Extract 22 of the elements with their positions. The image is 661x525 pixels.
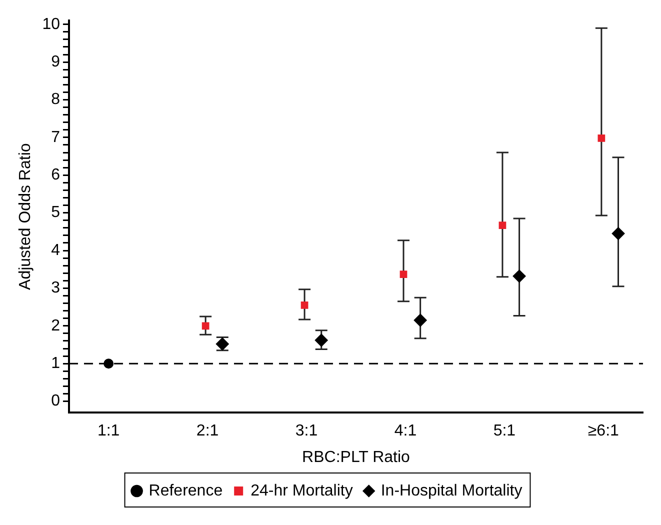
y-tick-label: 1 <box>51 355 60 372</box>
x-tick-label: 5:1 <box>493 422 516 440</box>
y-tick-label: 4 <box>51 242 60 259</box>
y-tick-label: 10 <box>42 16 60 33</box>
x-axis-title: RBC:PLT Ratio <box>302 448 410 466</box>
y-tick-label: 5 <box>51 204 60 222</box>
legend-label: In-Hospital Mortality <box>380 482 522 500</box>
legend-label: 24-hr Mortality <box>250 482 353 500</box>
y-tick-label: 7 <box>51 128 60 146</box>
x-tick-label: 2:1 <box>196 422 219 440</box>
x-tick-label: 1:1 <box>97 422 120 440</box>
y-tick-label: 3 <box>51 280 60 297</box>
y-axis-title: Adjusted Odds Ratio <box>17 143 34 290</box>
x-tick-label: ≥6:1 <box>588 422 620 440</box>
y-tick-label: 0 <box>51 392 60 410</box>
y-tick-label: 2 <box>51 317 60 334</box>
y-tick-label: 6 <box>51 166 60 184</box>
legend-label: Reference <box>148 482 223 500</box>
x-tick-label: 4:1 <box>394 422 417 440</box>
y-tick-label: 9 <box>51 53 60 70</box>
y-tick-label: 8 <box>51 91 60 108</box>
x-tick-label: 3:1 <box>295 422 318 440</box>
